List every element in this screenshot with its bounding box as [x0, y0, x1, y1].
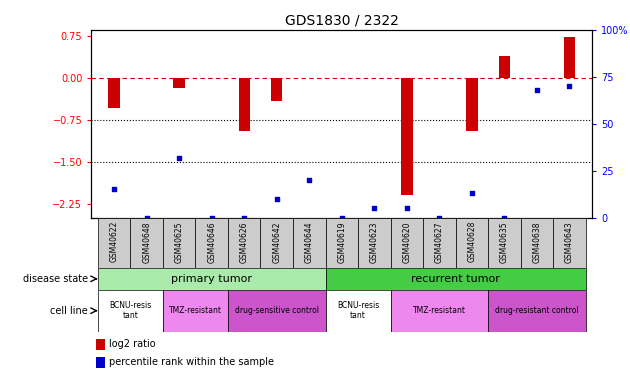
Bar [271, 78, 282, 101]
Bar [108, 78, 120, 108]
Text: GSM40635: GSM40635 [500, 221, 509, 262]
Bar [173, 78, 185, 88]
Text: TMZ-resistant: TMZ-resistant [413, 306, 466, 315]
Bar [401, 78, 413, 195]
Point [467, 190, 477, 196]
Text: GSM40638: GSM40638 [532, 221, 541, 262]
Bar [358, 217, 391, 268]
Point [369, 205, 379, 211]
Point [434, 214, 444, 220]
Bar [98, 268, 326, 290]
Bar [391, 290, 488, 332]
Bar [326, 268, 586, 290]
Text: percentile rank within the sample: percentile rank within the sample [109, 357, 274, 367]
Point [500, 214, 510, 220]
Bar [488, 290, 586, 332]
Text: GSM40648: GSM40648 [142, 221, 151, 262]
Bar [98, 217, 130, 268]
Point [336, 214, 346, 220]
Text: primary tumor: primary tumor [171, 274, 252, 284]
Bar [326, 290, 391, 332]
Text: GSM40620: GSM40620 [403, 221, 411, 262]
Bar [423, 217, 455, 268]
Bar [391, 217, 423, 268]
Text: recurrent tumor: recurrent tumor [411, 274, 500, 284]
Text: GSM40644: GSM40644 [305, 221, 314, 262]
Bar [163, 290, 228, 332]
Point [402, 205, 412, 211]
Bar [98, 290, 163, 332]
Text: GSM40646: GSM40646 [207, 221, 216, 262]
Text: drug-resistant control: drug-resistant control [495, 306, 579, 315]
Point [109, 186, 119, 192]
Bar [130, 217, 163, 268]
Text: disease state: disease state [23, 274, 88, 284]
Bar [239, 78, 250, 131]
Text: TMZ-resistant: TMZ-resistant [169, 306, 222, 315]
Bar [326, 217, 358, 268]
Point [564, 83, 575, 89]
Text: GSM40642: GSM40642 [272, 221, 281, 262]
Text: GSM40619: GSM40619 [337, 221, 346, 262]
Point [239, 214, 249, 220]
Text: GSM40623: GSM40623 [370, 221, 379, 262]
Bar [466, 78, 478, 131]
Text: drug-sensitive control: drug-sensitive control [235, 306, 319, 315]
Bar [228, 290, 326, 332]
Bar [96, 339, 105, 350]
Point [207, 214, 217, 220]
Bar [260, 217, 293, 268]
Text: GSM40626: GSM40626 [239, 221, 249, 262]
Title: GDS1830 / 2322: GDS1830 / 2322 [285, 13, 399, 27]
Text: GSM40627: GSM40627 [435, 221, 444, 262]
Bar [488, 217, 520, 268]
Point [142, 214, 152, 220]
Point [174, 154, 184, 160]
Bar [163, 217, 195, 268]
Point [304, 177, 314, 183]
Bar [96, 357, 105, 368]
Text: GSM40625: GSM40625 [175, 221, 184, 262]
Text: BCNU-resis
tant: BCNU-resis tant [109, 301, 151, 320]
Text: GSM40628: GSM40628 [467, 221, 476, 262]
Point [532, 87, 542, 93]
Text: GSM40622: GSM40622 [110, 221, 118, 262]
Text: BCNU-resis
tant: BCNU-resis tant [337, 301, 379, 320]
Text: log2 ratio: log2 ratio [109, 339, 156, 349]
Text: GSM40643: GSM40643 [565, 221, 574, 262]
Text: cell line: cell line [50, 306, 88, 316]
Bar [195, 217, 228, 268]
Bar [553, 217, 586, 268]
Bar [455, 217, 488, 268]
Bar [499, 56, 510, 78]
Bar [564, 37, 575, 78]
Bar [293, 217, 326, 268]
Bar [520, 217, 553, 268]
Bar [228, 217, 260, 268]
Point [272, 196, 282, 202]
